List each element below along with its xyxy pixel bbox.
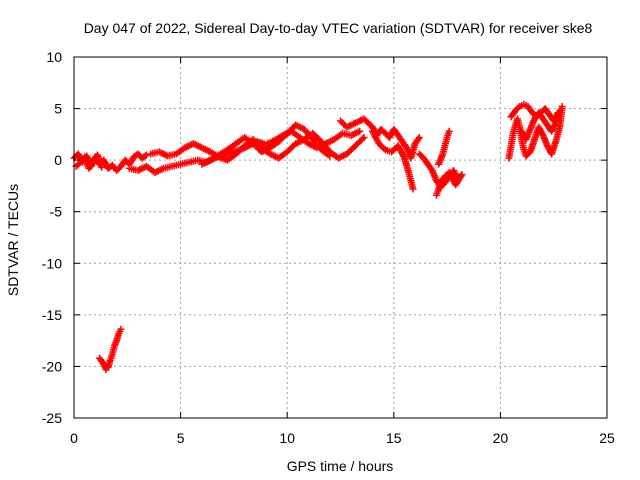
data-point [415,134,423,141]
data-marks [70,100,566,373]
data-point [356,127,364,135]
data-point [98,163,106,171]
y-tick-label: 5 [54,101,62,117]
chart-title: Day 047 of 2022, Sidereal Day-to-day VTE… [84,20,593,36]
x-axis-title: GPS time / hours [287,458,394,474]
data-point [558,103,566,110]
y-tick-label: -10 [42,255,62,271]
data-point [359,135,366,143]
x-tick-label: 5 [177,430,185,446]
data-point [414,135,422,143]
y-tick-labels: -25 -20 -15 -10 -5 0 5 10 [42,49,62,426]
data-point [360,134,368,141]
axis-ticks [73,56,608,419]
y-axis-title: SDTVAR / TECUs [5,184,21,296]
x-tick-label: 20 [493,430,509,446]
y-tick-label: -5 [50,204,63,220]
y-tick-label: 0 [54,152,62,168]
plot-frame [73,56,608,419]
y-tick-label: -20 [42,358,62,374]
data-point [432,191,440,199]
x-tick-label: 10 [279,430,295,446]
data-point [326,152,334,160]
grid-lines [74,57,607,418]
data-point [556,107,564,115]
data-point [445,127,453,135]
y-tick-label: -15 [42,307,62,323]
x-tick-label: 0 [70,430,78,446]
x-tick-label: 15 [386,430,402,446]
y-tick-label: 10 [46,49,62,65]
data-point [143,151,150,159]
data-point [141,152,149,160]
data-point [409,185,417,193]
y-tick-label: -25 [42,410,62,426]
x-tick-labels: 0 5 10 15 20 25 [70,430,615,446]
data-point [117,325,125,333]
x-tick-label: 25 [599,430,615,446]
